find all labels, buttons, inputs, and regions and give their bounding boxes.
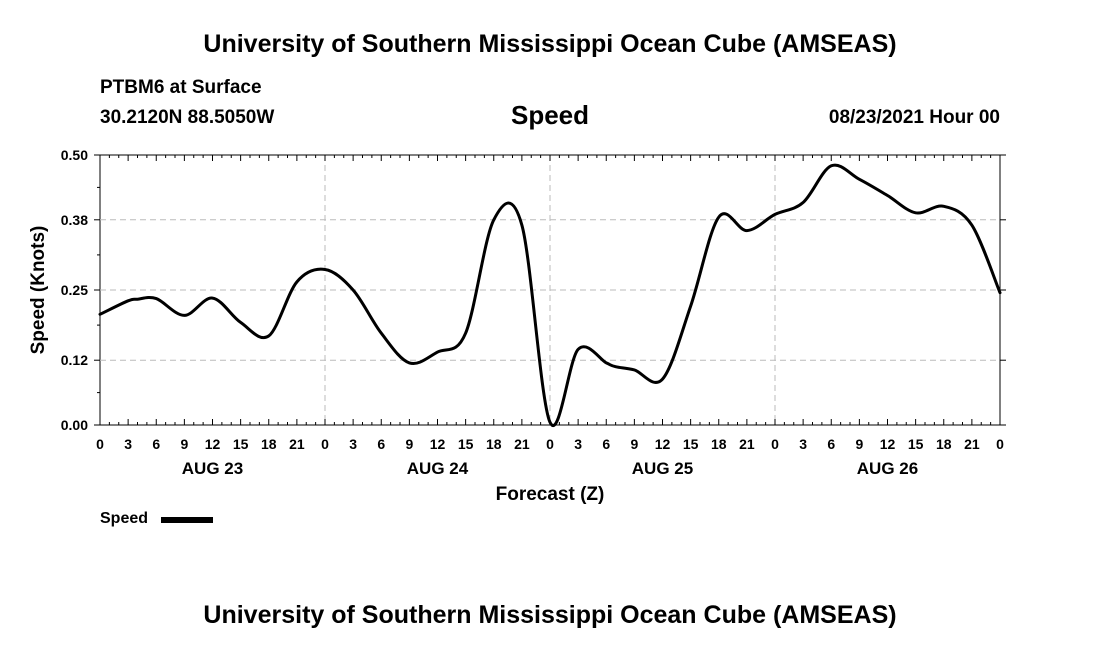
- y-tick-label: 0.25: [61, 282, 88, 298]
- x-tick-label: 12: [430, 436, 446, 452]
- x-tick-label: 18: [261, 436, 277, 452]
- x-tick-labels: 0 3 6 9 12 15 18 21 0 3 6 9 12 15 18 21 0 3 6 9 12 15 18 21 0 3 6 9…: [96, 436, 1004, 452]
- station-label: PTBM6 at Surface: [100, 77, 262, 98]
- chart-title-bottom: University of Southern Mississippi Ocean…: [203, 601, 897, 629]
- x-tick-label: 21: [514, 436, 530, 452]
- x-tick-label: 3: [349, 436, 357, 452]
- legend-label: Speed: [100, 510, 149, 527]
- x-tick-label: 21: [739, 436, 755, 452]
- day-label: AUG 25: [632, 459, 693, 478]
- x-tick-label: 0: [321, 436, 329, 452]
- x-tick-label: 0: [771, 436, 779, 452]
- legend-swatch: [161, 517, 213, 523]
- y-axis-label: Speed (Knots): [28, 226, 49, 355]
- day-label: AUG 23: [182, 459, 243, 478]
- x-tick-label: 15: [683, 436, 699, 452]
- grid: [100, 155, 1000, 425]
- x-tick-label: 3: [574, 436, 582, 452]
- x-tick-label: 15: [458, 436, 474, 452]
- x-tick-label: 9: [630, 436, 638, 452]
- x-tick-label: 21: [289, 436, 305, 452]
- x-tick-label: 18: [486, 436, 502, 452]
- x-tick-label: 6: [377, 436, 385, 452]
- x-tick-label: 9: [405, 436, 413, 452]
- datetime-label: 08/23/2021 Hour 00: [828, 107, 1000, 128]
- x-tick-label: 18: [711, 436, 727, 452]
- y-tick-label: 0.12: [61, 352, 88, 368]
- y-tick-label: 0.00: [61, 417, 88, 433]
- x-tick-label: 9: [180, 436, 188, 452]
- series-line-speed: [98, 163, 1002, 427]
- day-label: AUG 24: [407, 459, 469, 478]
- y-tick-labels: 0.00 0.12 0.25 0.38 0.50: [61, 147, 88, 433]
- x-tick-label: 6: [827, 436, 835, 452]
- axis-ticks: [94, 154, 1006, 426]
- x-tick-label: 21: [964, 436, 980, 452]
- x-tick-label: 3: [799, 436, 807, 452]
- x-tick-label: 3: [124, 436, 132, 452]
- x-tick-label: 18: [936, 436, 952, 452]
- x-tick-label: 0: [996, 436, 1004, 452]
- chart-title-top: University of Southern Mississippi Ocean…: [203, 30, 897, 58]
- plot-title: Speed: [510, 100, 590, 130]
- x-tick-label: 0: [546, 436, 554, 452]
- day-label: AUG 26: [857, 459, 918, 478]
- y-tick-label: 0.38: [61, 212, 88, 228]
- x-tick-label: 9: [855, 436, 863, 452]
- y-tick-label: 0.50: [61, 147, 88, 163]
- x-tick-label: 6: [602, 436, 610, 452]
- series-lines: [98, 163, 1002, 427]
- x-tick-label: 6: [152, 436, 160, 452]
- x-tick-label: 0: [96, 436, 104, 452]
- x-tick-label: 12: [205, 436, 221, 452]
- coordinates-label: 30.2120N 88.5050W: [100, 107, 275, 128]
- x-tick-label: 12: [880, 436, 896, 452]
- x-tick-label: 15: [908, 436, 924, 452]
- x-tick-label: 12: [655, 436, 671, 452]
- x-axis-label: Forecast (Z): [496, 484, 605, 505]
- day-labels: AUG 23 AUG 24 AUG 25 AUG 26: [182, 459, 918, 478]
- x-tick-label: 15: [233, 436, 249, 452]
